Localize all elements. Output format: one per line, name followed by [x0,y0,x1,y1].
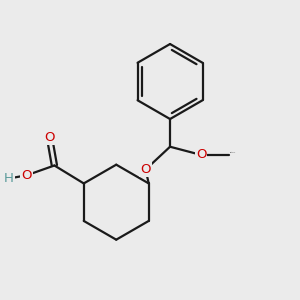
Text: methoxy: methoxy [230,152,237,153]
Text: H: H [4,172,14,185]
Text: O: O [44,131,55,144]
Text: O: O [140,163,151,176]
Text: O: O [21,169,32,182]
Text: O: O [196,148,206,161]
